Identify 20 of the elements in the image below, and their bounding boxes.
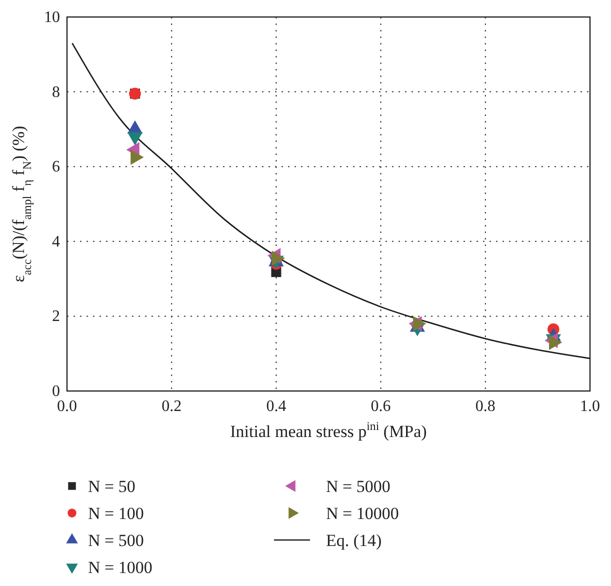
legend-label: Eq. (14): [326, 531, 382, 550]
x-tick-label: 0.6: [370, 398, 391, 415]
x-tick-label: 0.8: [475, 398, 496, 415]
y-tick-label: 2: [52, 308, 60, 326]
x-tick-label: 0.2: [162, 398, 182, 415]
x-axis-title: Initial mean stress p$^{ini}$ (MPa): [230, 419, 427, 441]
legend-label: N = 50: [88, 477, 136, 496]
y-tick-label: 0: [52, 383, 60, 400]
y-tick-label: 6: [52, 158, 60, 176]
legend-label: N = 500: [88, 531, 144, 550]
legend-label: N = 1000: [88, 558, 152, 577]
y-tick-label: 4: [52, 233, 60, 250]
legend-label: N = 5000: [326, 477, 390, 496]
x-tick-label: 0.0: [57, 398, 77, 415]
x-tick-label: 0.4: [266, 398, 286, 415]
legend-label: N = 100: [88, 504, 144, 523]
legend-label: N = 10000: [326, 504, 399, 523]
x-tick-label: 1.0: [580, 398, 600, 415]
y-tick-label: 10: [44, 9, 60, 26]
y-tick-label: 8: [52, 84, 60, 101]
